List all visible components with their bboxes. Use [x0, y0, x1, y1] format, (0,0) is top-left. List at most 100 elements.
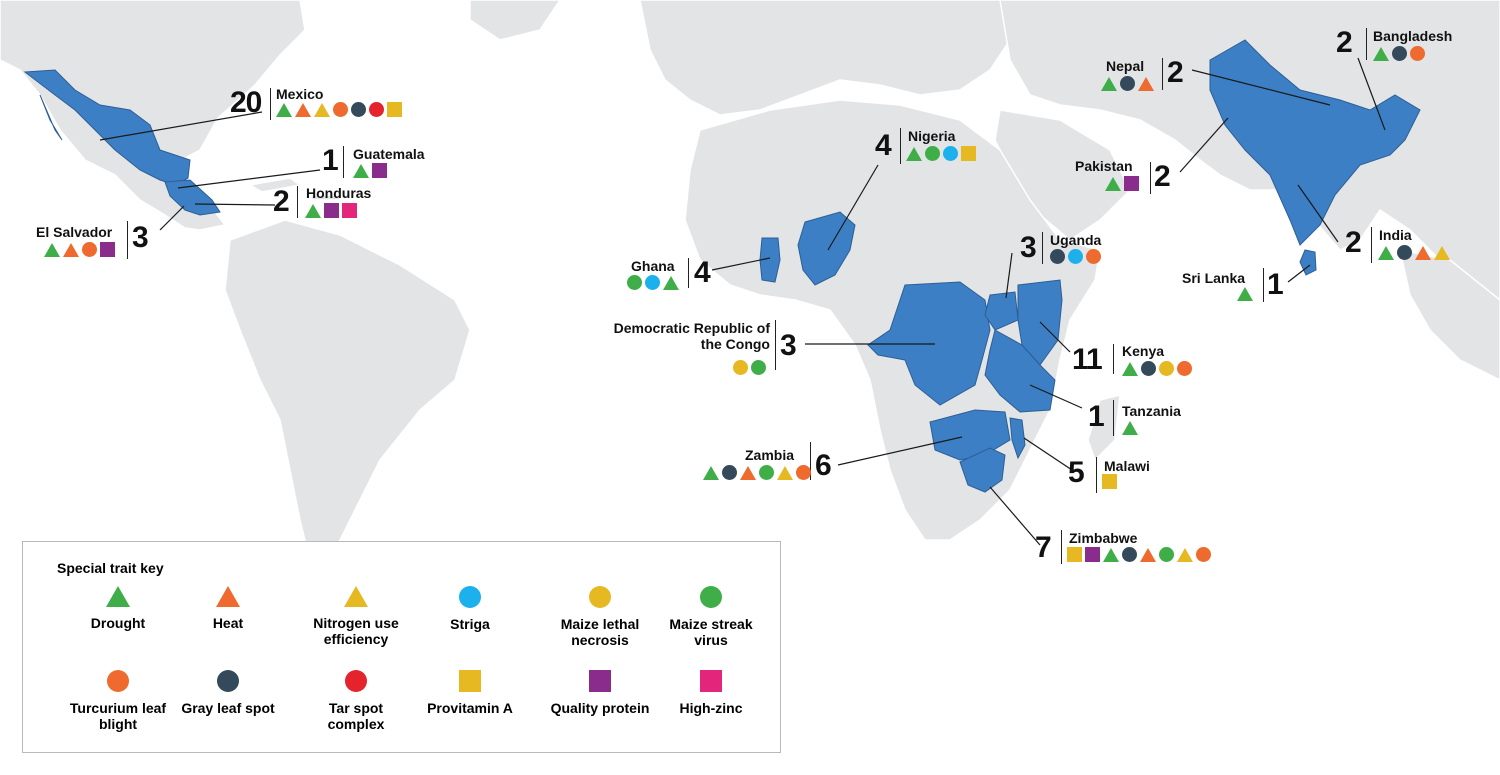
india-divider [1371, 227, 1372, 263]
madagascar [1087, 394, 1121, 462]
pakistan-name[interactable]: Pakistan [1075, 158, 1133, 174]
heat-triangle-icon [1138, 76, 1154, 91]
heat-triangle-icon [295, 102, 311, 117]
greenland [469, 0, 561, 41]
democratic-republic-of-the-congo-name[interactable]: Democratic Republic of the Congo [613, 320, 770, 352]
tlb-circle-icon [1086, 249, 1101, 264]
zimbabwe-divider [1061, 530, 1062, 564]
heat-triangle-icon [63, 242, 79, 257]
heat-triangle-icon [1415, 245, 1431, 260]
kenya-traits [1122, 361, 1192, 376]
india-name[interactable]: India [1379, 227, 1412, 243]
nitrogen-triangle-icon [314, 102, 330, 117]
gray-leaf-spot-circle-icon [1122, 547, 1137, 562]
key-item-provitamin-a: Provitamin A [415, 670, 525, 716]
india-count: 2 [1345, 226, 1362, 259]
guatemala-name[interactable]: Guatemala [353, 146, 425, 162]
pakistan-count: 2 [1154, 160, 1171, 193]
guatemala-count: 1 [322, 144, 339, 177]
zambia-name[interactable]: Zambia [745, 447, 795, 463]
key-label-quality-protein: Quality protein [550, 700, 650, 716]
tanzania-divider [1113, 400, 1114, 436]
gray-leaf-spot-circle-icon [1397, 245, 1412, 260]
bangladesh-traits [1373, 46, 1425, 61]
uganda-shape[interactable] [984, 291, 1019, 331]
key-item-gray-leaf-spot: Gray leaf spot [173, 670, 283, 716]
ghana-divider [688, 258, 689, 288]
tlb-circle-icon [107, 670, 129, 692]
malawi-shape[interactable] [1009, 417, 1026, 460]
tanzania-count: 1 [1088, 400, 1105, 433]
key-item-maize-lethal-necrosis: Maize lethal necrosis [545, 586, 655, 648]
guatemala-divider [343, 146, 344, 178]
msv-circle-icon [700, 586, 722, 608]
drought-triangle-icon [353, 163, 369, 178]
key-title: Special trait key [57, 560, 164, 576]
ghana-name[interactable]: Ghana [631, 258, 675, 274]
striga-circle-icon [1068, 249, 1083, 264]
el-salvador-name[interactable]: El Salvador [36, 224, 113, 240]
zimbabwe-count: 7 [1035, 531, 1052, 564]
bangladesh-count: 2 [1336, 26, 1353, 59]
key-label-nitrogen-use-efficiency: Nitrogen use efficiency [313, 615, 399, 647]
mln-circle-icon [1159, 361, 1174, 376]
mln-circle-icon [733, 360, 748, 375]
bangladesh-name[interactable]: Bangladesh [1373, 28, 1453, 44]
gray-leaf-spot-circle-icon [217, 670, 239, 692]
drought-triangle-icon [106, 586, 130, 607]
central-america-shape[interactable] [164, 179, 221, 216]
mexico-shape[interactable] [23, 69, 191, 186]
south-asia-shape[interactable] [1209, 39, 1421, 246]
striga-circle-icon [459, 586, 481, 608]
nitrogen-triangle-icon [344, 586, 368, 607]
drought-triangle-icon [276, 102, 292, 117]
caribbean-islands [247, 177, 341, 201]
honduras-traits [305, 203, 357, 218]
key-label-striga: Striga [450, 616, 490, 632]
drought-triangle-icon [1122, 421, 1138, 435]
mexico-name[interactable]: Mexico [276, 86, 324, 102]
key-item-turcurium-leaf-blight: Turcurium leaf blight [63, 670, 173, 732]
honduras-name[interactable]: Honduras [306, 185, 372, 201]
key-item-high-zinc: High-zinc [656, 670, 766, 716]
zimbabwe-traits [1067, 547, 1211, 562]
nigeria-name[interactable]: Nigeria [908, 128, 956, 144]
sri-lanka-name[interactable]: Sri Lanka [1182, 270, 1246, 286]
drought-triangle-icon [1101, 76, 1117, 91]
msv-circle-icon [1159, 547, 1174, 562]
key-label-high-zinc: High-zinc [679, 700, 743, 716]
tlb-circle-icon [1177, 361, 1192, 376]
provitamin-a-square-icon [961, 146, 976, 161]
sri-lanka-shape[interactable] [1299, 249, 1317, 276]
malawi-name[interactable]: Malawi [1104, 458, 1150, 474]
key-label-maize-lethal-necrosis: Maize lethal necrosis [560, 616, 640, 648]
zimbabwe-shape[interactable] [959, 447, 1006, 493]
democratic-republic-of-the-congo-count: 3 [780, 329, 797, 362]
southeast-asia-islands [1399, 249, 1500, 381]
tanzania-name[interactable]: Tanzania [1122, 403, 1181, 419]
zambia-count: 6 [815, 449, 832, 482]
nigeria-traits [906, 146, 976, 161]
msv-circle-icon [751, 360, 766, 375]
heat-triangle-icon [1140, 547, 1156, 562]
democratic-republic-of-the-congo-divider [775, 320, 776, 370]
nigeria-shape[interactable] [797, 211, 856, 286]
tlb-circle-icon [1196, 547, 1211, 562]
india-traits [1378, 245, 1450, 260]
mexico-count: 20 [230, 86, 262, 119]
kenya-name[interactable]: Kenya [1122, 343, 1165, 359]
zambia-traits [703, 465, 811, 480]
nepal-name[interactable]: Nepal [1106, 58, 1145, 74]
drought-triangle-icon [305, 203, 321, 218]
tanzania-shape[interactable] [984, 329, 1056, 413]
gray-leaf-spot-circle-icon [722, 465, 737, 480]
key-label-heat: Heat [212, 615, 244, 631]
key-item-tar-spot-complex: Tar spot complex [301, 670, 411, 732]
uganda-name[interactable]: Uganda [1050, 232, 1102, 248]
tlb-circle-icon [82, 242, 97, 257]
ghana-count: 4 [694, 256, 711, 289]
tar-spot-circle-icon [369, 102, 384, 117]
zimbabwe-name[interactable]: Zimbabwe [1069, 530, 1138, 546]
key-item-nitrogen-use-efficiency: Nitrogen use efficiency [301, 586, 411, 647]
